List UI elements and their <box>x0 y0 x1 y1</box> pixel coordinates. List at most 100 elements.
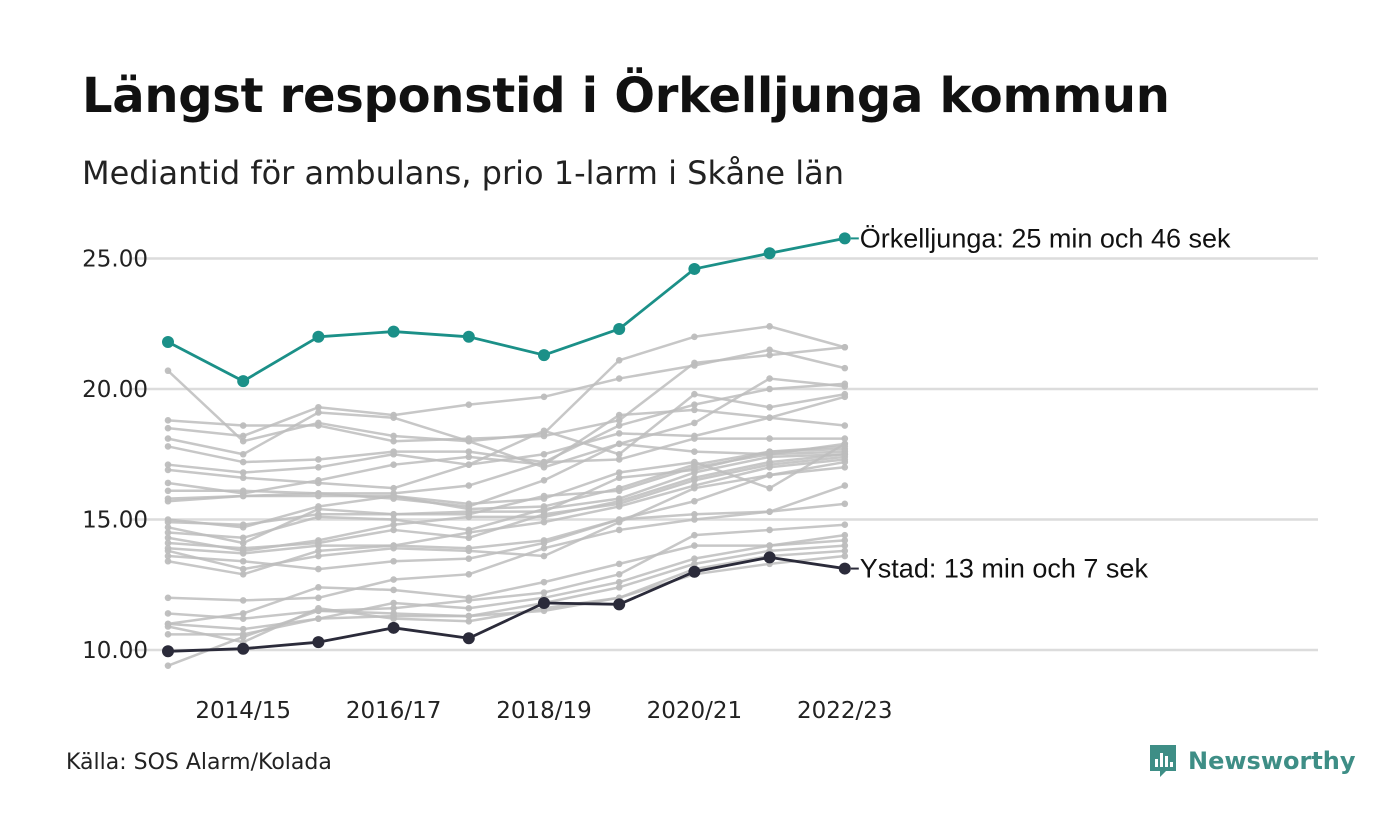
background-series <box>164 343 849 445</box>
data-point <box>315 464 322 471</box>
data-point <box>841 458 849 466</box>
data-point <box>390 610 397 617</box>
data-point <box>615 411 623 419</box>
data-point <box>312 330 325 343</box>
data-point <box>540 607 548 615</box>
data-point <box>315 456 322 463</box>
data-point <box>315 505 322 513</box>
data-point <box>540 589 548 596</box>
background-series <box>164 450 849 555</box>
y-tick-label: 25.00 <box>82 247 148 273</box>
series-line <box>167 484 846 576</box>
data-point <box>387 621 400 634</box>
y-axis: 10.00 15.00 20.00 25.00 <box>82 247 148 665</box>
data-point <box>315 584 322 591</box>
data-point <box>312 636 325 649</box>
background-series <box>164 380 849 466</box>
data-point <box>538 597 550 610</box>
data-point <box>615 430 623 437</box>
data-point <box>615 417 623 424</box>
y-tick-label: 10.00 <box>82 638 148 664</box>
background-series <box>164 393 849 492</box>
data-point <box>390 492 397 500</box>
data-point <box>691 401 698 408</box>
data-point <box>538 349 550 362</box>
x-tick-label: 2020/21 <box>647 698 743 724</box>
data-point <box>465 461 473 468</box>
data-point <box>465 617 473 625</box>
chart-title: Längst responstid i Örkelljunga kommun <box>82 68 1170 124</box>
data-point <box>841 547 849 555</box>
data-point <box>691 510 698 518</box>
source-note: Källa: SOS Alarm/Kolada <box>66 750 332 775</box>
data-point <box>838 232 851 245</box>
data-point <box>465 604 473 612</box>
series-line <box>167 442 845 508</box>
data-point <box>841 422 849 429</box>
series-ystad <box>162 551 851 658</box>
brand-logo[interactable]: Newsworthy <box>1148 743 1356 779</box>
data-point <box>239 422 247 429</box>
background-series <box>164 346 849 440</box>
data-point <box>164 662 172 669</box>
series-label-layer: Örkelljunga: 25 min och 46 sek Ystad: 13 … <box>850 223 1231 584</box>
data-point <box>691 390 698 398</box>
data-point <box>162 336 174 349</box>
data-point <box>613 598 626 611</box>
data-point <box>390 557 397 565</box>
background-series <box>164 531 849 628</box>
x-tick-label: 2018/19 <box>496 698 592 724</box>
data-point <box>164 367 172 375</box>
series-line <box>167 445 845 529</box>
series-line <box>167 458 845 555</box>
data-point <box>390 604 397 612</box>
data-point <box>540 578 548 586</box>
brand-name: Newsworthy <box>1188 747 1356 775</box>
data-point <box>615 474 623 482</box>
x-axis: 2014/15 2016/17 2018/19 2020/21 2022/23 <box>195 698 892 724</box>
data-point <box>239 571 247 578</box>
data-point <box>540 393 548 401</box>
data-point <box>164 557 172 565</box>
data-point <box>841 521 849 529</box>
data-point <box>766 346 773 354</box>
data-point <box>239 437 247 445</box>
series-line <box>167 554 845 667</box>
data-point <box>239 450 247 458</box>
data-point <box>315 594 322 602</box>
data-point <box>766 351 773 359</box>
data-point <box>540 510 548 518</box>
data-point <box>164 529 172 536</box>
data-point <box>615 503 623 510</box>
data-point <box>390 599 397 607</box>
data-point <box>390 461 397 468</box>
data-point <box>540 427 548 435</box>
data-point <box>164 466 172 474</box>
data-point <box>465 529 473 536</box>
data-point <box>766 471 773 479</box>
data-point <box>315 542 322 549</box>
data-point <box>239 521 247 529</box>
data-point <box>615 450 623 458</box>
data-point <box>465 453 473 461</box>
data-point <box>540 458 548 466</box>
series-line <box>167 345 845 443</box>
data-point <box>164 547 172 555</box>
data-point <box>465 500 473 508</box>
data-point <box>164 524 172 531</box>
series-örkelljunga <box>162 232 851 388</box>
data-point <box>766 484 773 492</box>
x-tick-label: 2014/15 <box>195 698 291 724</box>
data-point <box>540 552 548 560</box>
data-point <box>239 474 247 482</box>
data-point <box>841 542 849 549</box>
series-line <box>168 437 845 495</box>
data-point <box>615 560 623 568</box>
data-point <box>540 432 548 440</box>
x-tick-label: 2016/17 <box>346 698 442 724</box>
data-point <box>465 448 473 455</box>
data-point <box>465 437 473 445</box>
data-point <box>239 469 247 476</box>
data-point <box>615 422 623 429</box>
data-point <box>390 586 397 594</box>
